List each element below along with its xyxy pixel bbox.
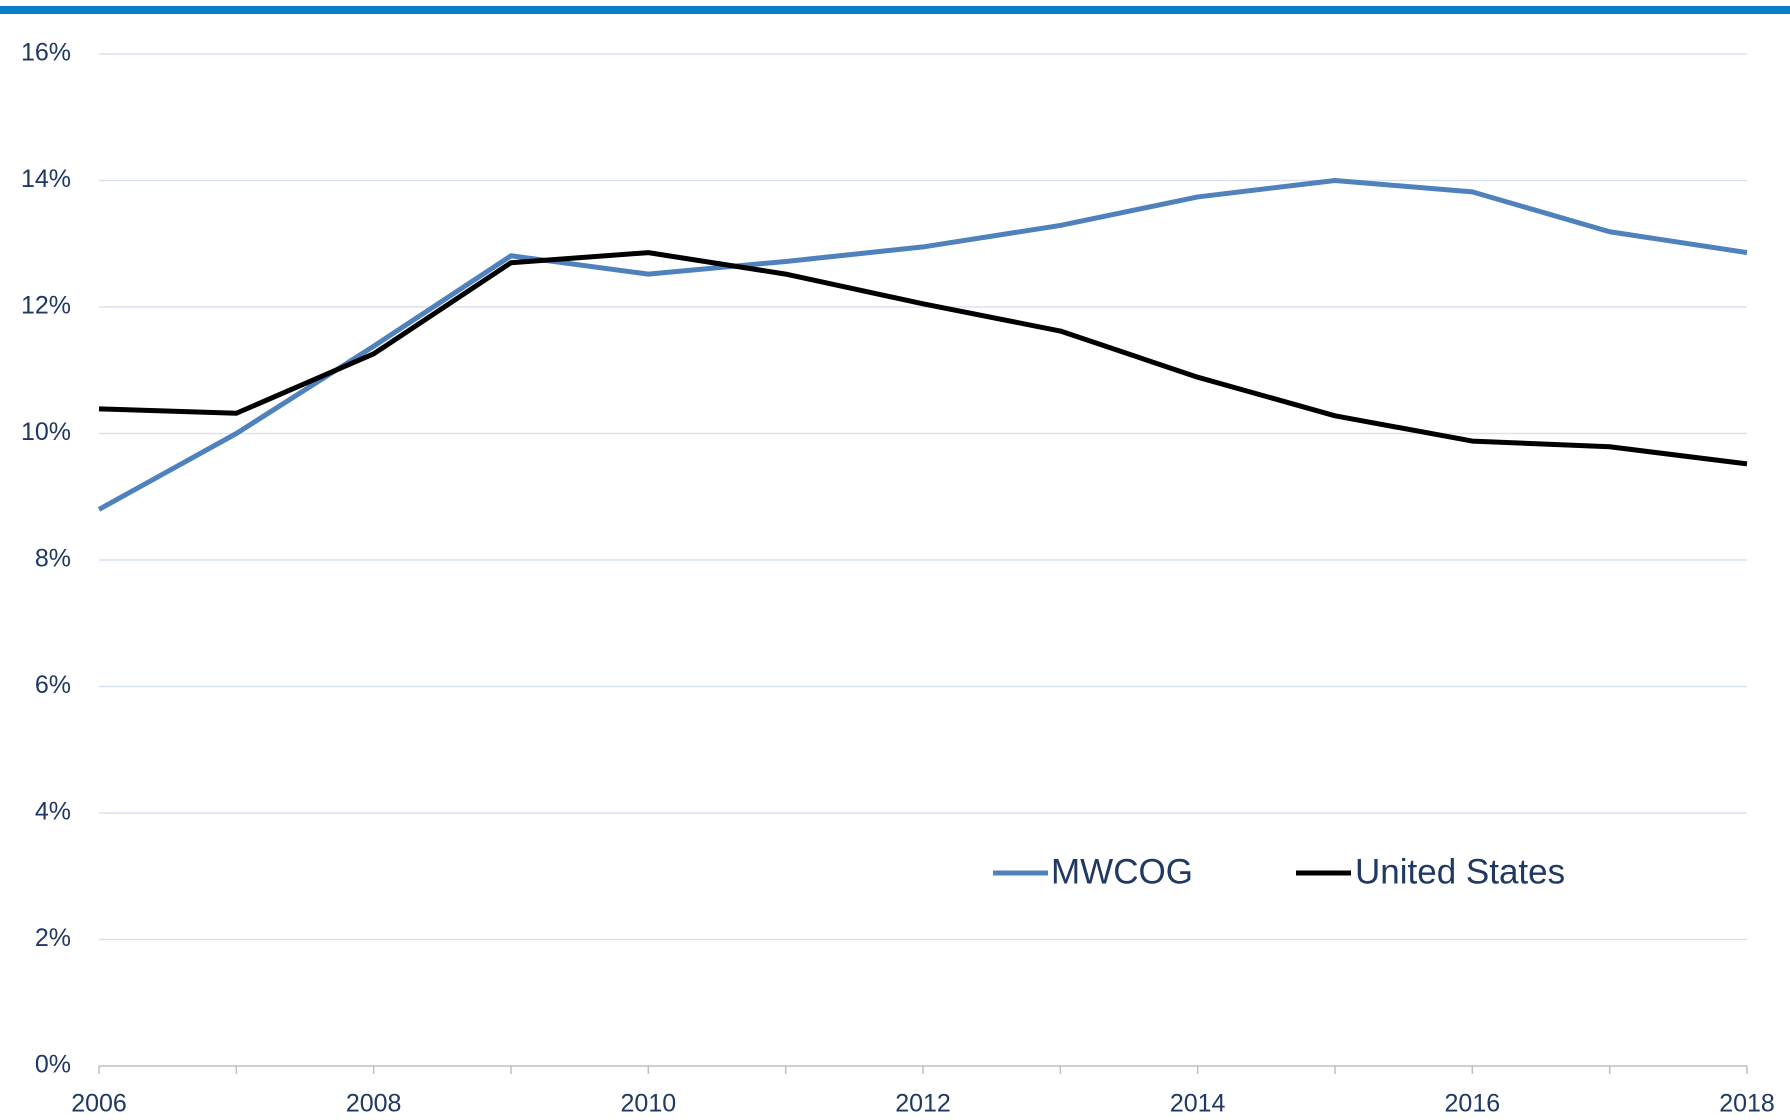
x-tick-label: 2006 — [71, 1090, 127, 1118]
x-tick-label: 2016 — [1445, 1090, 1501, 1118]
x-tick-label: 2012 — [895, 1090, 951, 1118]
x-tick-label: 2008 — [346, 1090, 402, 1118]
y-tick-label: 6% — [35, 671, 71, 699]
y-tick-label: 10% — [21, 418, 71, 446]
header-bar — [0, 6, 1790, 14]
series-line — [97, 178, 1748, 512]
legend-label: MWCOG — [1051, 852, 1193, 891]
y-tick-label: 8% — [35, 545, 71, 573]
y-tick-label: 2% — [35, 924, 71, 952]
y-tick-label: 4% — [35, 798, 71, 826]
y-tick-label: 12% — [21, 292, 71, 320]
y-tick-label: 14% — [21, 165, 71, 193]
x-tick-label: 2014 — [1170, 1090, 1226, 1118]
x-tick-label: 2018 — [1719, 1090, 1775, 1118]
y-tick-label: 16% — [21, 39, 71, 67]
legend-label: United States — [1355, 852, 1565, 891]
x-tick-label: 2010 — [621, 1090, 677, 1118]
y-tick-label: 0% — [35, 1051, 71, 1079]
series-line — [98, 250, 1748, 467]
